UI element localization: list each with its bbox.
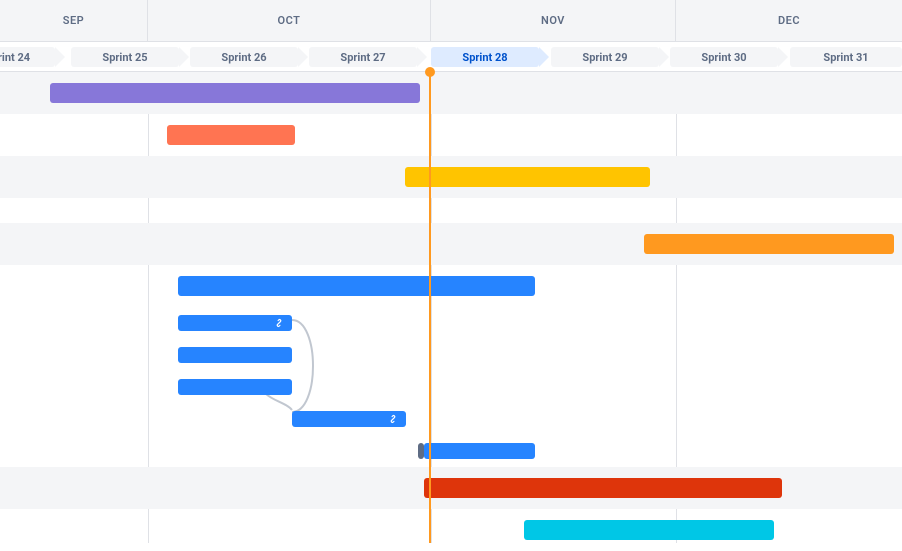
sprint-label: Sprint 30 [701, 51, 746, 64]
month-cell: DEC [676, 0, 902, 41]
month-label: DEC [778, 14, 800, 27]
sprint-pill[interactable]: Sprint 26 [190, 47, 298, 67]
month-cell: NOV [431, 0, 676, 41]
sprint-label: Sprint 31 [823, 51, 868, 64]
sprint-pill[interactable]: Sprint 30 [670, 47, 778, 67]
swimlane-row [0, 467, 902, 509]
sprint-label: Sprint 26 [221, 51, 266, 64]
swimlane-row [0, 156, 902, 198]
swimlane-row [0, 265, 902, 307]
swimlane-row [0, 435, 902, 467]
sprint-pill[interactable]: Sprint 31 [790, 47, 902, 67]
timeline-bar[interactable] [405, 167, 650, 187]
link-icon [386, 412, 400, 426]
swimlane-row [0, 72, 902, 114]
month-cell: OCT [148, 0, 431, 41]
sprint-pill[interactable]: Sprint 25 [71, 47, 179, 67]
timeline-bar[interactable] [178, 379, 292, 395]
timeline-bar[interactable] [50, 83, 420, 103]
swimlane-row [0, 339, 902, 371]
sprint-label: Sprint 28 [462, 51, 507, 64]
sprint-pill[interactable]: Sprint 24 [0, 47, 55, 67]
month-header-row: SEP OCT NOV DEC [0, 0, 902, 42]
timeline-bar[interactable] [178, 315, 292, 331]
swimlane-row [0, 403, 902, 435]
sprint-label: Sprint 29 [582, 51, 627, 64]
timeline-bar[interactable] [178, 276, 535, 296]
swimlane-row [0, 223, 902, 265]
swimlane-row [0, 307, 902, 339]
month-label: SEP [63, 14, 84, 27]
timeline-bar[interactable] [418, 443, 424, 459]
sprint-pill[interactable]: Sprint 28 [431, 47, 539, 67]
sprint-pill[interactable]: Sprint 27 [309, 47, 417, 67]
timeline-bar[interactable] [644, 234, 894, 254]
link-icon [272, 316, 286, 330]
month-label: NOV [541, 14, 565, 27]
timeline-bar[interactable] [167, 125, 295, 145]
timeline-bar[interactable] [524, 520, 774, 540]
swimlane-row [0, 509, 902, 551]
timeline-bar[interactable] [424, 443, 535, 459]
timeline-bar[interactable] [178, 347, 292, 363]
sprint-label: Sprint 24 [0, 51, 30, 64]
sprint-label: Sprint 25 [102, 51, 147, 64]
timeline-bar[interactable] [292, 411, 406, 427]
swimlane-row [0, 371, 902, 403]
sprint-label: Sprint 27 [340, 51, 385, 64]
swimlane-row [0, 198, 902, 223]
month-cell: SEP [0, 0, 148, 41]
swimlane-rows [0, 72, 902, 543]
month-label: OCT [278, 14, 301, 27]
timeline-gantt[interactable]: SEP OCT NOV DEC Sprint 24 Sprint 25 Sprint 26… [0, 0, 902, 543]
timeline-bar[interactable] [424, 478, 782, 498]
sprint-pill[interactable]: Sprint 29 [551, 47, 659, 67]
sprint-header-row: Sprint 24 Sprint 25 Sprint 26 Sprint 27 Spri… [0, 42, 902, 72]
swimlane-row [0, 114, 902, 156]
